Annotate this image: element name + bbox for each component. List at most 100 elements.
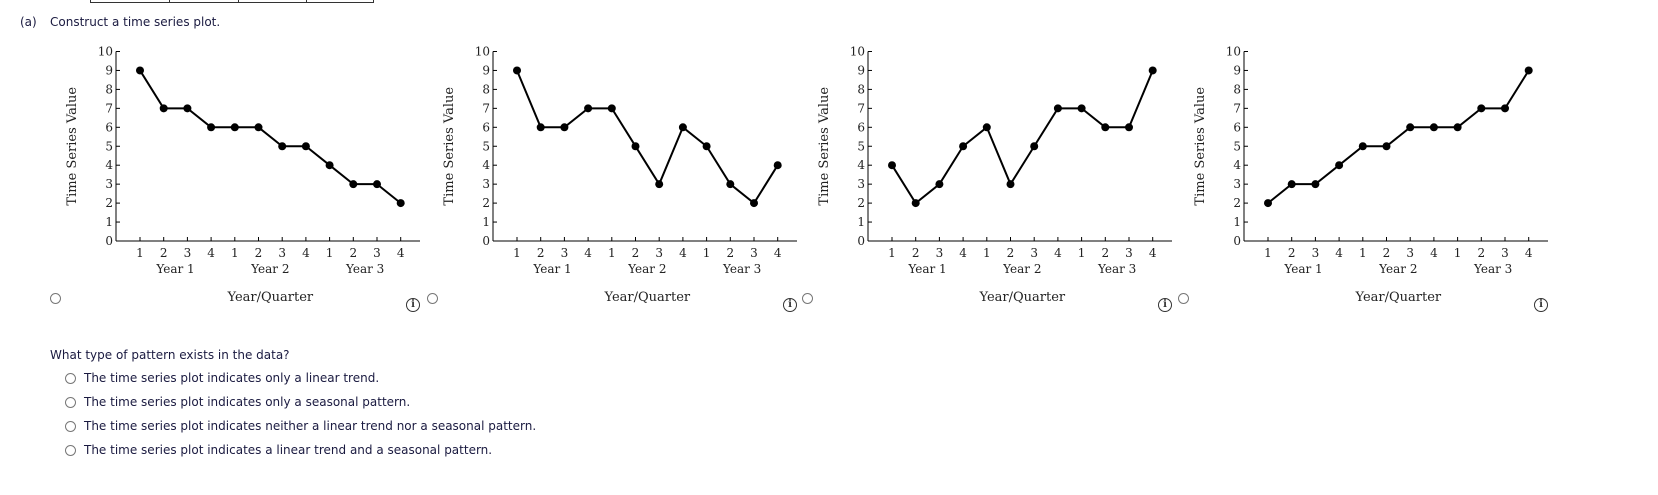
- radio-button[interactable]: [65, 396, 76, 408]
- x-tick-label: 2: [912, 246, 920, 260]
- data-point: [1077, 104, 1086, 113]
- y-tick-label: 5: [105, 139, 113, 153]
- data-point: [1524, 66, 1533, 75]
- chart-3-radio[interactable]: [802, 293, 813, 304]
- data-point: [1382, 142, 1391, 151]
- y-tick-label: 6: [857, 120, 865, 134]
- radio-button[interactable]: [65, 372, 76, 384]
- time-series-chart-2: 0 1 2 3 4 5 6 7 8 9 10 1 2 3 4 1 2 3 4 1 2 3 4 Year 1 Year 2 Year…: [442, 45, 797, 305]
- time-series-chart-3: 0 1 2 3 4 5 6 7 8 9 10 1 2 3 4 1 2 3 4 1 2 3 4 Year 1 Year 2 Year…: [817, 45, 1172, 305]
- data-point: [982, 123, 991, 132]
- x-tick-label: 4: [1525, 246, 1533, 260]
- year-label: Year 2: [627, 262, 666, 276]
- data-point: [536, 123, 545, 132]
- x-tick-label: 4: [302, 246, 310, 260]
- option-label: The time series plot indicates only a li…: [84, 371, 380, 385]
- option-seasonal[interactable]: The time series plot indicates only a se…: [65, 395, 410, 409]
- year-label: Year 3: [1097, 262, 1136, 276]
- y-tick-label: 10: [475, 45, 490, 59]
- y-tick-label: 9: [482, 63, 490, 77]
- y-tick-label: 3: [1233, 177, 1241, 191]
- x-axis-label: Year/Quarter: [227, 290, 314, 305]
- y-tick-label: 5: [1233, 139, 1241, 153]
- chart-2-radio[interactable]: [427, 293, 438, 304]
- y-tick-label: 2: [105, 196, 113, 210]
- x-tick-label: 4: [584, 246, 592, 260]
- y-tick-label: 6: [482, 120, 490, 134]
- data-point: [773, 161, 782, 170]
- x-tick-label: 2: [1288, 246, 1296, 260]
- data-point: [1148, 66, 1157, 75]
- y-axis-label: Time Series Value: [1193, 87, 1208, 206]
- chart-1-radio[interactable]: [50, 293, 61, 304]
- info-icon[interactable]: i: [1534, 298, 1548, 312]
- x-tick-label: 1: [888, 246, 896, 260]
- data-point: [655, 180, 664, 189]
- info-icon[interactable]: i: [406, 298, 420, 312]
- y-tick-label: 0: [105, 234, 113, 248]
- x-tick-label: 1: [1078, 246, 1086, 260]
- time-series-chart-4: 0 1 2 3 4 5 6 7 8 9 10 1 2 3 4 1 2 3 4 1 2 3 4 Year 1 Year 2 Year…: [1193, 45, 1548, 305]
- y-tick-label: 2: [1233, 196, 1241, 210]
- x-tick-label: 4: [1149, 246, 1157, 260]
- x-tick-label: 1: [1454, 246, 1462, 260]
- x-tick-label: 3: [936, 246, 944, 260]
- y-tick-label: 1: [482, 215, 490, 229]
- year-label: Year 2: [1378, 262, 1417, 276]
- x-tick-label: 3: [373, 246, 381, 260]
- x-tick-label: 3: [1406, 246, 1414, 260]
- option-linear-trend[interactable]: The time series plot indicates only a li…: [65, 371, 379, 385]
- data-point: [513, 66, 521, 75]
- y-tick-label: 3: [482, 177, 490, 191]
- x-tick-label: 2: [537, 246, 545, 260]
- y-tick-label: 6: [1233, 120, 1241, 134]
- x-tick-label: 1: [326, 246, 334, 260]
- y-tick-label: 7: [105, 101, 113, 115]
- option-neither[interactable]: The time series plot indicates neither a…: [65, 419, 536, 433]
- data-point: [325, 161, 334, 170]
- x-tick-label: 1: [608, 246, 616, 260]
- x-tick-label: 2: [1383, 246, 1391, 260]
- x-tick-label: 4: [1335, 246, 1343, 260]
- info-icon[interactable]: i: [1158, 298, 1172, 312]
- series-line: [1267, 69, 1530, 204]
- data-point: [396, 199, 405, 208]
- info-icon[interactable]: i: [783, 298, 797, 312]
- data-point: [1406, 123, 1415, 132]
- y-tick-label: 4: [1233, 158, 1241, 172]
- y-tick-label: 2: [857, 196, 865, 210]
- data-point: [1335, 161, 1344, 170]
- y-tick-label: 7: [1233, 101, 1241, 115]
- year-label: Year 3: [345, 262, 384, 276]
- option-both[interactable]: The time series plot indicates a linear …: [65, 443, 492, 457]
- y-tick-label: 5: [482, 139, 490, 153]
- x-tick-label: 3: [1501, 246, 1509, 260]
- y-tick-label: 8: [482, 82, 490, 96]
- part-a-prompt: Construct a time series plot.: [50, 15, 221, 29]
- data-point: [1429, 123, 1438, 132]
- data-point: [888, 161, 896, 170]
- x-tick-label: 1: [231, 246, 239, 260]
- x-tick-label: 2: [349, 246, 357, 260]
- year-label: Year 1: [155, 262, 194, 276]
- y-tick-label: 10: [850, 45, 865, 59]
- radio-button[interactable]: [65, 444, 76, 456]
- data-point: [1477, 104, 1486, 113]
- x-axis-label: Year/Quarter: [1355, 290, 1442, 305]
- year-label: Year 2: [1002, 262, 1041, 276]
- chart-4-radio[interactable]: [1178, 293, 1189, 304]
- x-axis-label: Year/Quarter: [979, 290, 1066, 305]
- data-point: [1101, 123, 1110, 132]
- y-tick-label: 4: [857, 158, 865, 172]
- x-tick-label: 3: [561, 246, 569, 260]
- y-tick-label: 9: [857, 63, 865, 77]
- radio-button[interactable]: [65, 420, 76, 432]
- data-point: [301, 142, 310, 151]
- year-label: Year 3: [1473, 262, 1512, 276]
- y-axis-label: Time Series Value: [65, 87, 80, 206]
- data-point: [1453, 123, 1462, 132]
- part-a-label: (a): [20, 15, 37, 29]
- y-tick-label: 1: [1233, 215, 1241, 229]
- x-tick-label: 4: [959, 246, 967, 260]
- y-tick-label: 0: [482, 234, 490, 248]
